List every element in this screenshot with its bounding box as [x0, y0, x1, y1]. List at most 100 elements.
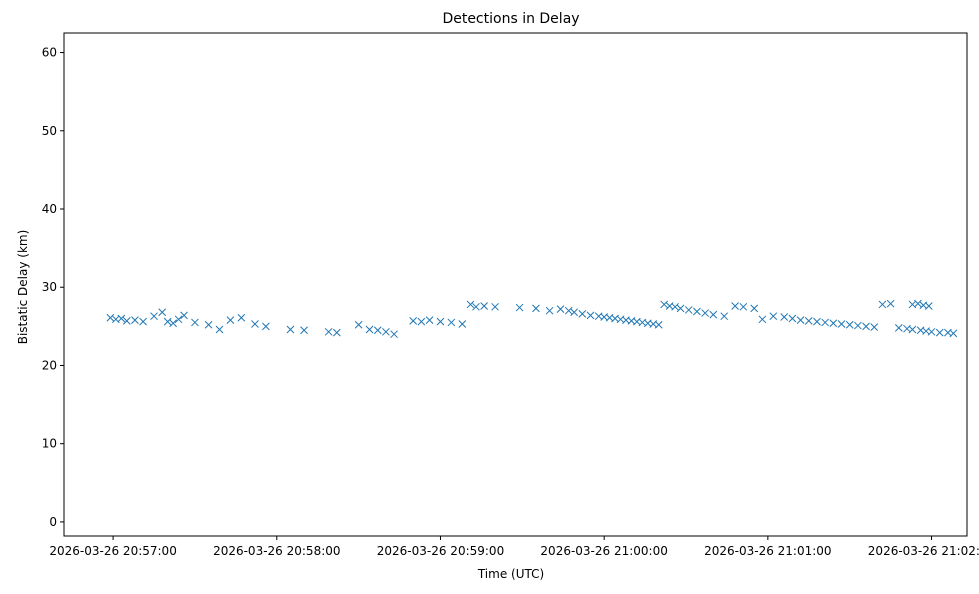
data-point	[780, 313, 789, 321]
data-point	[556, 305, 565, 313]
data-point	[570, 308, 579, 317]
data-point	[878, 300, 887, 309]
data-point	[447, 318, 456, 327]
data-point	[750, 304, 759, 313]
data-point	[821, 318, 829, 327]
data-point	[837, 320, 846, 328]
data-point	[829, 319, 838, 328]
data-point	[139, 317, 147, 326]
data-point	[150, 312, 158, 321]
data-point	[731, 302, 739, 310]
chart-title: Detections in Delay	[442, 11, 579, 27]
data-point	[804, 317, 813, 325]
data-point	[417, 317, 426, 326]
data-point	[354, 320, 363, 329]
data-point	[163, 317, 172, 326]
y-tick-label: 30	[42, 280, 57, 294]
data-point	[660, 300, 669, 309]
data-point	[845, 320, 854, 329]
y-axis-label: Bistatic Delay (km)	[16, 230, 30, 345]
data-point	[191, 318, 199, 327]
data-point	[693, 307, 701, 316]
data-point	[796, 316, 805, 324]
data-point	[226, 316, 235, 324]
data-point	[122, 317, 131, 325]
data-point	[532, 304, 540, 313]
y-axis: 0 10 20 30 40 50 60	[42, 46, 64, 529]
data-point	[480, 302, 488, 310]
data-point	[769, 312, 778, 321]
data-point	[180, 311, 188, 320]
data-point	[701, 309, 709, 317]
data-point	[131, 316, 139, 324]
data-point	[924, 302, 933, 310]
data-point	[251, 320, 259, 328]
y-tick-label: 10	[42, 437, 57, 451]
data-point	[324, 327, 333, 336]
data-point	[382, 327, 390, 336]
y-tick-label: 0	[49, 515, 57, 529]
data-point	[720, 312, 729, 321]
data-point	[564, 306, 573, 315]
x-tick-label: 2026-03-26 21:00:00	[540, 544, 667, 558]
x-tick-label: 2026-03-26 21:01:00	[704, 544, 831, 558]
y-tick-label: 50	[42, 124, 57, 138]
data-point	[169, 319, 177, 328]
data-point	[215, 325, 224, 334]
data-point	[262, 322, 270, 331]
x-axis-label: Time (UTC)	[477, 567, 544, 581]
data-point	[914, 299, 922, 308]
plot-frame	[63, 32, 968, 537]
x-tick-label: 2026-03-26 20:57:00	[49, 544, 176, 558]
data-point	[237, 313, 246, 322]
data-point	[332, 328, 341, 337]
y-tick-label: 20	[42, 358, 57, 372]
data-point	[425, 316, 434, 324]
y-tick-label: 60	[42, 46, 57, 60]
data-point	[709, 310, 718, 319]
data-point	[862, 322, 870, 331]
data-point	[813, 317, 821, 326]
data-point	[204, 320, 213, 329]
data-point	[654, 320, 663, 329]
data-point	[365, 325, 374, 334]
data-point	[788, 314, 797, 323]
data-point	[515, 303, 524, 312]
data-point	[466, 300, 475, 309]
x-tick-label: 2026-03-26 21:02:00	[868, 544, 979, 558]
data-point	[684, 306, 693, 314]
data-point	[174, 315, 183, 324]
x-tick-label: 2026-03-26 20:58:00	[213, 544, 340, 558]
data-point	[286, 325, 295, 334]
data-point	[894, 324, 903, 332]
data-point	[491, 302, 499, 311]
data-point	[854, 321, 862, 330]
data-point	[908, 325, 917, 334]
data-point	[870, 323, 879, 331]
data-point	[373, 326, 382, 335]
data-point	[545, 306, 554, 315]
data-point	[436, 317, 445, 326]
data-point	[472, 302, 480, 311]
data-point	[390, 330, 398, 339]
data-point	[117, 314, 126, 323]
data-point	[300, 326, 308, 335]
data-point	[671, 302, 679, 311]
data-point	[739, 302, 748, 311]
x-tick-label: 2026-03-26 20:59:00	[377, 544, 504, 558]
data-point	[458, 320, 467, 328]
data-point	[409, 317, 418, 325]
y-tick-label: 40	[42, 202, 57, 216]
data-points	[106, 299, 958, 339]
data-point	[578, 309, 587, 318]
data-point	[676, 304, 685, 313]
data-point	[949, 329, 958, 338]
data-point	[935, 328, 944, 337]
data-point	[886, 299, 895, 308]
data-point	[158, 308, 167, 317]
x-axis: 2026-03-26 20:57:00 2026-03-26 20:58:00 20…	[49, 536, 979, 558]
data-point	[758, 315, 767, 324]
data-point	[927, 327, 936, 336]
